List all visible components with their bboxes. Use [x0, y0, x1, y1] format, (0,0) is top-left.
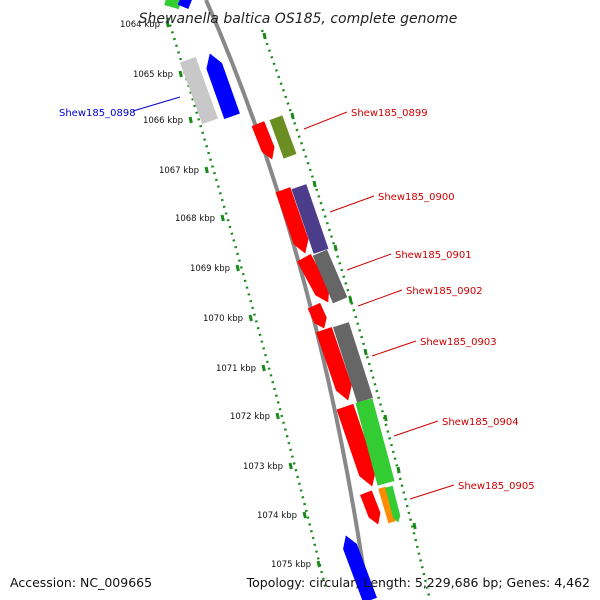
ruler-tick	[302, 511, 307, 519]
map-title: Shewanella baltica OS185, complete genom…	[139, 11, 458, 27]
outer-tick	[262, 32, 267, 40]
outer-tick	[363, 348, 368, 356]
gene-feature[interactable]	[269, 115, 297, 159]
gene-feature[interactable]	[355, 398, 395, 486]
ruler-tick	[220, 214, 225, 222]
ruler-tick-label: 1069 kbp	[190, 264, 230, 274]
ruler-tick	[275, 412, 280, 420]
gene-leader-line	[132, 96, 181, 112]
outer-tick	[412, 522, 417, 530]
ruler-tick	[288, 462, 293, 470]
ruler-tick-label: 1065 kbp	[133, 70, 173, 80]
gene-leader-line	[371, 340, 417, 357]
ruler-tick	[235, 264, 240, 272]
genome-backbone	[204, 0, 370, 600]
ruler-tick	[316, 560, 321, 568]
ruler-tick	[188, 116, 193, 124]
gene-feature[interactable]	[251, 121, 275, 160]
gene-feature[interactable]	[378, 486, 396, 524]
ruler-tick	[261, 364, 266, 372]
outer-tick	[348, 296, 353, 304]
ruler-tick-label: 1070 kbp	[203, 314, 243, 324]
gene-feature[interactable]	[307, 303, 327, 329]
gene-leader-line	[346, 253, 392, 271]
gene-feature[interactable]	[206, 53, 240, 119]
ruler-tick-label: 1072 kbp	[230, 412, 270, 422]
gene-label[interactable]: Shew185_0902	[406, 286, 483, 297]
genome-summary-text: Topology: circular; Length: 5,229,686 bp…	[246, 575, 590, 590]
ruler-tick-label: 1074 kbp	[257, 511, 297, 521]
outer-tick	[312, 180, 317, 188]
ruler-tick-label: 1071 kbp	[216, 364, 256, 374]
gene-label[interactable]: Shew185_0901	[395, 250, 472, 261]
outer-tick	[333, 244, 338, 252]
gene-leader-line	[409, 484, 455, 500]
gene-label[interactable]: Shew185_0904	[442, 417, 519, 428]
ruler-tick-label: 1075 kbp	[271, 560, 311, 570]
gene-label[interactable]: Shew185_0900	[378, 192, 455, 203]
gene-feature[interactable]	[385, 485, 401, 523]
ruler-tick-label: 1068 kbp	[175, 214, 215, 224]
gene-feature[interactable]	[291, 184, 329, 254]
ruler-tick-label: 1066 kbp	[143, 116, 183, 126]
gene-feature[interactable]	[336, 403, 376, 487]
gene-label[interactable]: Shew185_0898	[59, 108, 136, 119]
outer-tick	[290, 112, 295, 120]
outer-tick	[383, 414, 388, 422]
ruler-tick-label: 1073 kbp	[243, 462, 283, 472]
ruler-tick-label: 1067 kbp	[159, 166, 199, 176]
gene-feature[interactable]	[275, 187, 309, 254]
ruler-tick	[204, 166, 209, 174]
gene-feature[interactable]	[343, 535, 377, 600]
gene-feature[interactable]	[316, 327, 352, 401]
gene-leader-line	[393, 420, 439, 437]
outer-tick	[396, 466, 401, 474]
gene-label[interactable]: Shew185_0899	[351, 108, 428, 119]
gene-feature[interactable]	[360, 490, 381, 525]
ruler-track	[166, 17, 328, 591]
gene-label[interactable]: Shew185_0905	[458, 481, 535, 492]
accession-text: Accession: NC_009665	[10, 575, 153, 590]
ruler-tick	[165, 20, 170, 28]
gene-label[interactable]: Shew185_0903	[420, 337, 497, 348]
ruler-tick	[248, 314, 253, 322]
gene-feature[interactable]	[312, 249, 348, 304]
gene-feature[interactable]	[297, 254, 330, 303]
gene-leader-line	[329, 195, 375, 213]
gene-feature[interactable]	[164, 0, 182, 10]
ruler-tick-label: 1064 kbp	[120, 20, 160, 30]
gene-leader-line	[357, 289, 403, 307]
gene-feature[interactable]	[333, 322, 373, 403]
gene-feature[interactable]	[177, 0, 192, 9]
gene-feature[interactable]	[180, 56, 218, 125]
gene-leader-line	[303, 111, 348, 130]
ruler-tick	[178, 70, 183, 78]
